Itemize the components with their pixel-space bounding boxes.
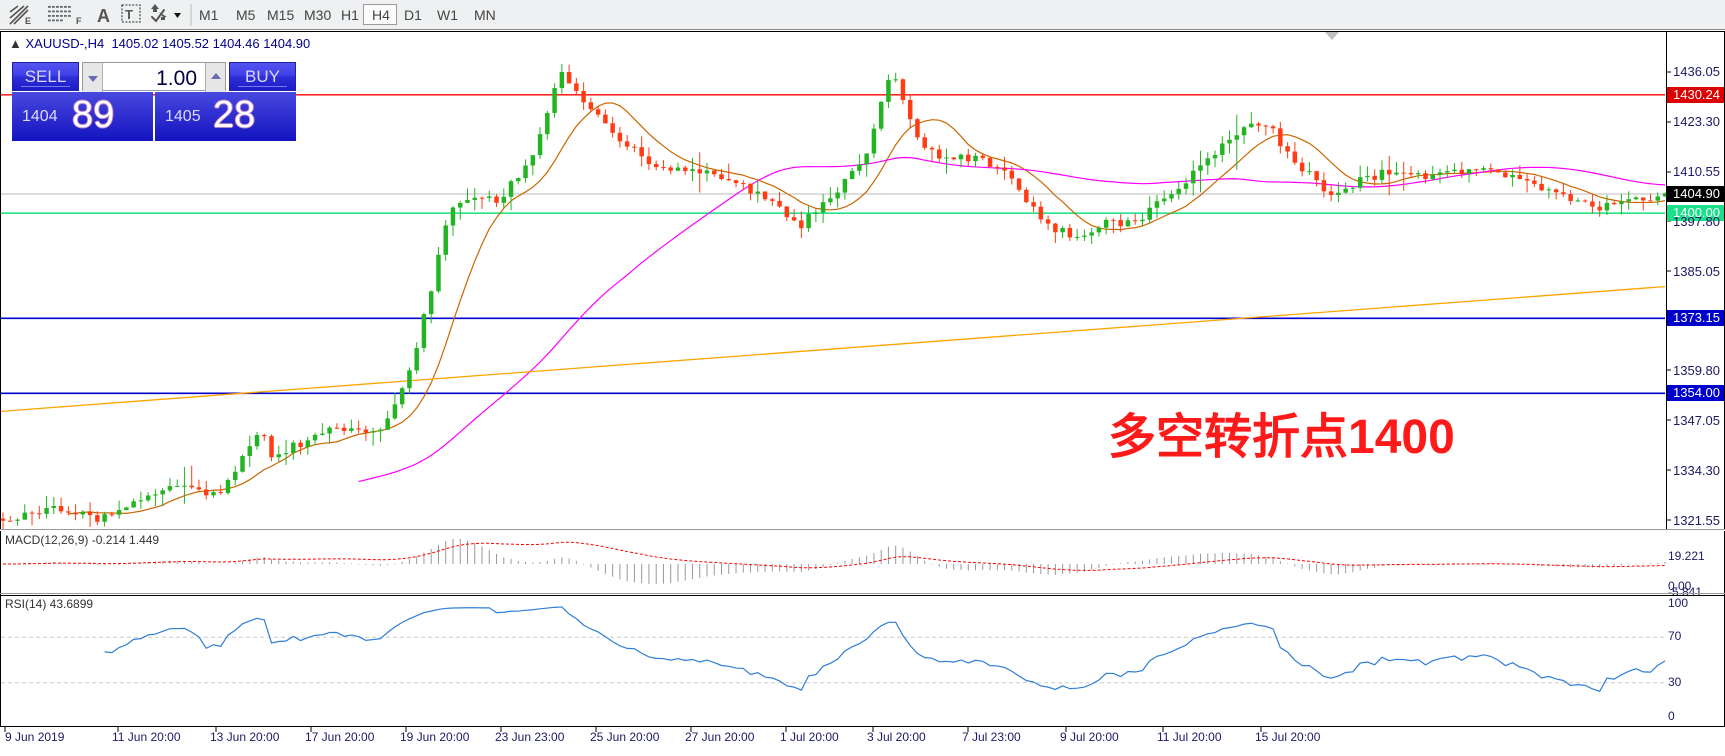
svg-text:F: F [76, 16, 82, 26]
svg-text:E: E [25, 16, 31, 26]
svg-text:A: A [97, 6, 110, 26]
svg-text:T: T [125, 7, 133, 22]
